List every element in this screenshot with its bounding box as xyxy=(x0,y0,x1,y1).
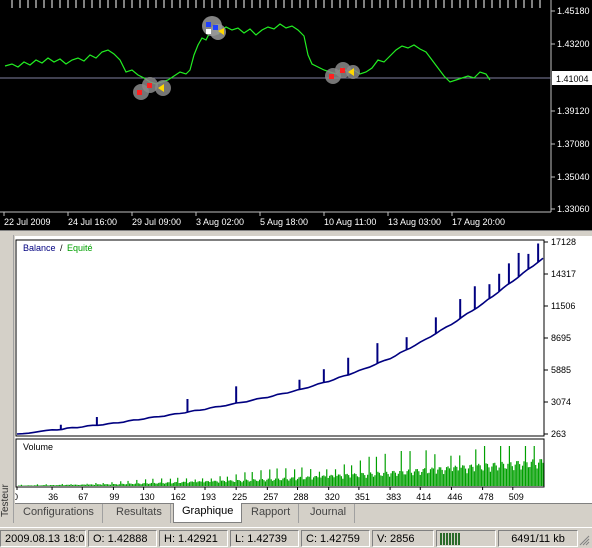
legend-balance: Balance xyxy=(23,243,56,253)
tab-resultats[interactable]: Resultats xyxy=(108,504,171,523)
x-tick-label: 288 xyxy=(294,492,309,502)
x-tick-label: 225 xyxy=(232,492,247,502)
tester-panel: Testeur Balance / Equité Volume 17128 143… xyxy=(0,230,592,525)
volume-plot-frame xyxy=(15,438,545,488)
status-high: H: 1.42921 xyxy=(159,530,228,547)
status-volume: V: 2856 xyxy=(372,530,434,547)
x-tick-label: 320 xyxy=(325,492,340,502)
status-open: O: 1.42888 xyxy=(88,530,157,547)
x-tick-label: 99 xyxy=(109,492,119,502)
time-tick-label: 3 Aug 02:00 xyxy=(196,217,244,227)
status-close: C: 1.42759 xyxy=(301,530,370,547)
x-tick-label: 67 xyxy=(78,492,88,502)
price-tick-label: 1.39120 xyxy=(557,106,590,116)
trade-markers[interactable] xyxy=(133,16,360,100)
status-connection xyxy=(436,530,496,547)
balance-plot-frame xyxy=(15,239,545,437)
buy-arrow-icon xyxy=(206,29,211,34)
time-tick-label: 29 Jul 09:00 xyxy=(132,217,181,227)
price-tick-label: 1.45180 xyxy=(557,6,590,16)
balance-chart[interactable]: Balance / Equité Volume 17128 14317 11506 8… xyxy=(15,236,592,504)
price-chart[interactable]: 1.45180 1.43200 1.39120 1.37080 1.35040 1.330… xyxy=(0,0,592,230)
status-bar: 2009.08.13 18:00 O: 1.42888 H: 1.42921 L… xyxy=(0,527,592,548)
price-tick-label: 1.43200 xyxy=(557,39,590,49)
y-tick-label: 263 xyxy=(551,429,566,439)
time-tick-label: 5 Aug 18:00 xyxy=(260,217,308,227)
x-tick-label: 162 xyxy=(171,492,186,502)
y-tick-label: 5885 xyxy=(551,365,571,375)
sell-arrow-icon xyxy=(340,68,345,73)
price-scale: 1.45180 1.43200 1.39120 1.37080 1.35040 1.330… xyxy=(551,6,590,214)
volume-label: Volume xyxy=(23,442,53,452)
close-arrow-icon xyxy=(348,68,354,76)
price-tick-label: 1.35040 xyxy=(557,172,590,182)
tab-graphique[interactable]: Graphique xyxy=(173,503,243,523)
x-tick-label: 0 xyxy=(15,492,18,502)
sell-arrow-icon xyxy=(147,83,152,88)
close-arrow-icon xyxy=(158,84,164,92)
time-tick-label: 10 Aug 11:00 xyxy=(324,217,376,227)
x-tick-label: 351 xyxy=(355,492,370,502)
status-memory: 6491/11 kb xyxy=(498,530,578,547)
x-tick-label: 509 xyxy=(509,492,524,502)
y-tick-label: 17128 xyxy=(551,237,576,247)
tab-rapport[interactable]: Rapport xyxy=(243,504,300,523)
tester-tabs: Configurations Resultats Graphique Rappo… xyxy=(15,503,592,525)
price-line xyxy=(4,23,491,85)
equity-spikes xyxy=(59,243,540,430)
time-tick-label: 13 Aug 03:00 xyxy=(388,217,441,227)
tab-configurations[interactable]: Configurations xyxy=(15,504,103,523)
connection-bars-icon xyxy=(440,533,460,545)
legend-equity: Equité xyxy=(67,243,93,253)
balance-y-scale: 17128 14317 11506 8695 5885 3074 263 xyxy=(544,237,576,439)
x-tick-label: 383 xyxy=(386,492,401,502)
time-tick-label: 24 Jul 16:00 xyxy=(68,217,117,227)
status-low: L: 1.42739 xyxy=(230,530,299,547)
y-tick-label: 11506 xyxy=(551,301,575,311)
x-tick-label: 257 xyxy=(263,492,278,502)
x-tick-label: 446 xyxy=(447,492,462,502)
volume-bars xyxy=(17,446,544,486)
price-tick-label: 1.33060 xyxy=(557,204,590,214)
tester-side-label-text: Testeur xyxy=(0,484,11,517)
time-tick-label: 22 Jul 2009 xyxy=(4,217,51,227)
graph-area[interactable]: Balance / Equité Volume 17128 14317 11506 8… xyxy=(15,236,592,504)
y-tick-label: 8695 xyxy=(551,333,571,343)
x-tick-label: 478 xyxy=(479,492,494,502)
price-tick-label: 1.37080 xyxy=(557,139,590,149)
sell-arrow-icon xyxy=(137,90,142,95)
legend-separator: / xyxy=(60,243,63,253)
y-tick-label: 3074 xyxy=(551,397,571,407)
time-tick-label: 17 Aug 20:00 xyxy=(452,217,505,227)
time-grid xyxy=(11,0,541,8)
buy-arrow-icon xyxy=(213,25,218,30)
balance-line xyxy=(16,257,544,435)
time-scale: 22 Jul 2009 24 Jul 16:00 29 Jul 09:00 3 Aug… xyxy=(3,212,505,227)
x-tick-label: 36 xyxy=(48,492,58,502)
x-tick-label: 414 xyxy=(416,492,431,502)
y-tick-label: 14317 xyxy=(551,269,576,279)
tester-side-label[interactable]: Testeur xyxy=(0,235,14,523)
current-price-label: 1.41004 xyxy=(556,74,589,84)
close-arrow-icon xyxy=(218,28,224,35)
price-chart-canvas[interactable]: 1.45180 1.43200 1.39120 1.37080 1.35040 1.330… xyxy=(0,0,592,230)
x-tick-label: 130 xyxy=(140,492,155,502)
current-price-box xyxy=(552,71,592,85)
resize-grip-icon[interactable] xyxy=(578,534,590,546)
status-datetime: 2009.08.13 18:00 xyxy=(0,530,86,547)
tab-journal[interactable]: Journal xyxy=(302,504,356,523)
balance-x-scale: 0 36 67 99 130 162 193 225 257 288 320 351 383 414 446… xyxy=(15,487,524,502)
x-tick-label: 193 xyxy=(201,492,216,502)
sell-arrow-icon xyxy=(329,74,334,79)
buy-arrow-icon xyxy=(206,22,211,27)
